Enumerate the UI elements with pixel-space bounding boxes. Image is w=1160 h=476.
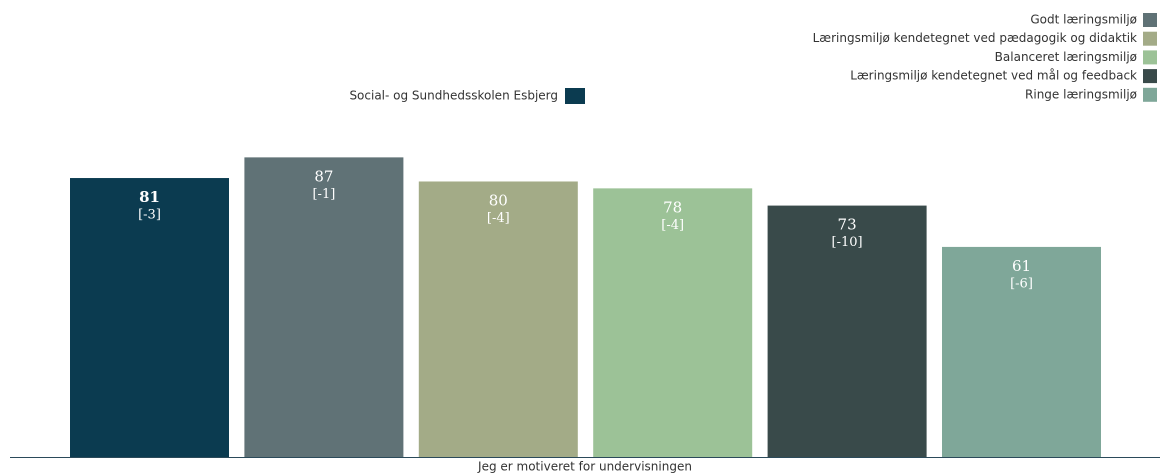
- change-label: [-1]: [312, 187, 335, 202]
- value-label: 78: [663, 198, 682, 216]
- bar: [418, 181, 578, 458]
- value-label: 73: [838, 216, 857, 234]
- legend-swatch: [1143, 69, 1157, 84]
- value-label: 80: [489, 191, 508, 209]
- bar: [244, 157, 404, 457]
- legend-label: Social- og Sundhedsskolen Esbjerg: [349, 89, 558, 103]
- legend-label: Læringsmiljø kendetegnet ved pædagogik o…: [813, 31, 1137, 45]
- change-label: [-3]: [138, 208, 161, 223]
- legend-label: Balanceret læringsmiljø: [995, 50, 1137, 64]
- change-label: [-4]: [487, 211, 510, 226]
- value-label: 61: [1012, 257, 1031, 275]
- legend-label: Godt læringsmiljø: [1030, 13, 1137, 27]
- change-label: [-6]: [1010, 276, 1033, 291]
- legend-swatch: [1143, 50, 1157, 65]
- bar: [942, 246, 1101, 457]
- change-label: [-10]: [832, 235, 863, 250]
- legend-swatch: [1143, 87, 1157, 102]
- value-label: 87: [314, 167, 333, 185]
- bar: [767, 205, 927, 457]
- legend-swatch: [565, 88, 585, 104]
- x-tick-label: Jeg er motiveret for undervisningen: [477, 460, 692, 474]
- legend-label: Læringsmiljø kendetegnet ved mål og feed…: [850, 69, 1137, 83]
- legend-label: Ringe læringsmiljø: [1025, 87, 1137, 101]
- legend-swatch: [1143, 13, 1157, 27]
- bar: [593, 188, 753, 458]
- change-label: [-4]: [661, 218, 684, 233]
- legend-swatch: [1143, 31, 1157, 46]
- value-label: 81: [139, 188, 160, 206]
- bar: [70, 178, 229, 457]
